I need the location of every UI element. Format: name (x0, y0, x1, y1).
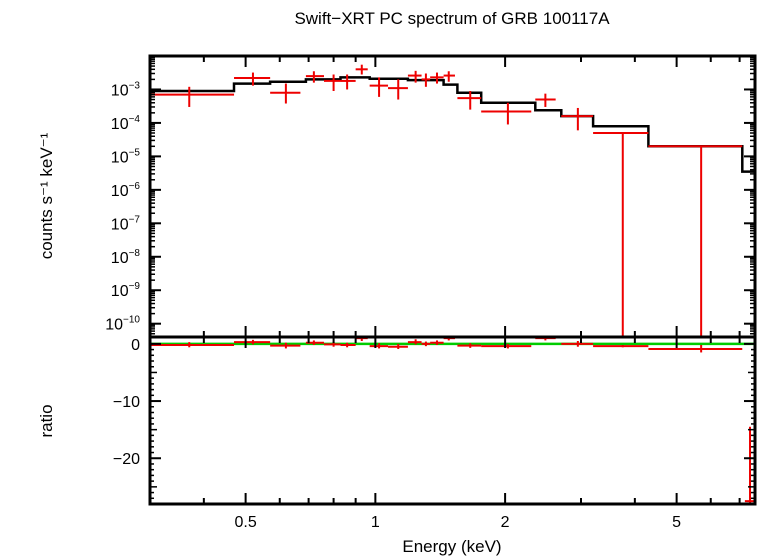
ratio-point-12 (430, 340, 444, 346)
spectrum-y-tick-labels: 10−3 10−4 10−5 10−6 10−7 10−8 10−9 10−10 (105, 80, 140, 333)
model-step-line (150, 76, 755, 173)
spectrum-y-tick-label: 10−3 (111, 80, 141, 99)
spectrum-point-19 (648, 145, 743, 337)
spectrum-point-1 (150, 86, 235, 107)
spectrum-y-tick-label: 10−9 (111, 281, 141, 300)
ratio-y-tick-label: 0 (131, 337, 140, 354)
ratio-point-1 (150, 342, 235, 348)
ratio-y-tick-label: −10 (113, 394, 140, 411)
ratio-y-axis-label: ratio (37, 404, 56, 437)
spectrum-point-9 (388, 79, 408, 100)
ratio-point-2 (234, 339, 271, 345)
ratio-y-tick-labels: 0 −10 −20 (113, 337, 140, 468)
x-tick-label: 1 (371, 514, 380, 531)
ratio-point-18 (593, 345, 649, 348)
ratio-point-15 (481, 343, 532, 349)
ratio-data-series (150, 337, 755, 504)
x-tick-label: 2 (501, 514, 510, 531)
spectrum-point-17 (561, 107, 594, 131)
spectrum-panel (148, 54, 757, 339)
ratio-axis-ticks (149, 337, 755, 505)
spectrum-point-8 (369, 77, 389, 97)
x-tick-label: 5 (672, 514, 681, 531)
spectrum-y-tick-label: 10−6 (111, 181, 141, 200)
spectrum-point-14 (457, 90, 482, 110)
ratio-point-14 (457, 343, 482, 348)
spectrum-y-axis-label: counts s⁻¹ keV⁻¹ (37, 132, 56, 259)
spectrum-point-11 (421, 73, 431, 87)
spectrum-point-16 (535, 93, 556, 107)
spectrum-point-4 (305, 71, 324, 83)
model-curve (150, 76, 755, 173)
ratio-plot-frame (148, 335, 757, 506)
ratio-point-6 (340, 342, 356, 348)
spectrum-y-tick-label: 10−4 (111, 114, 141, 133)
spectrum-point-15 (481, 102, 532, 125)
spectrum-plot-frame (148, 54, 757, 339)
x-tick-labels: 0.5 1 2 5 (234, 514, 681, 531)
x-axis-label: Energy (keV) (402, 537, 501, 556)
spectrum-point-3 (270, 83, 301, 104)
ratio-panel (148, 335, 757, 506)
spectrum-y-tick-label: 10−5 (111, 147, 141, 166)
spectrum-point-5 (323, 74, 341, 91)
ratio-point-10 (407, 339, 422, 345)
spectrum-axis-ticks (149, 56, 755, 338)
spectrum-point-13 (443, 71, 455, 82)
spectrum-point-18 (593, 131, 649, 337)
spectrum-point-10 (407, 70, 422, 83)
x-tick-label: 0.5 (234, 514, 256, 531)
spectrum-point-7 (355, 64, 368, 75)
chart-title: Swift−XRT PC spectrum of GRB 100117A (294, 9, 610, 28)
ratio-point-19 (648, 345, 743, 353)
spectrum-y-tick-label: 10−8 (111, 248, 141, 267)
spectrum-y-tick-label: 10−7 (111, 214, 141, 233)
ratio-point-20 (744, 426, 755, 504)
spectrum-data-series (150, 64, 743, 337)
spectrum-point-6 (340, 74, 356, 90)
ratio-point-3 (270, 342, 301, 349)
ratio-point-8 (369, 343, 389, 349)
spectrum-y-tick-label: 10−10 (105, 315, 140, 334)
ratio-point-17 (561, 341, 594, 347)
ratio-point-9 (388, 343, 408, 350)
spectrum-point-2 (234, 72, 271, 86)
spectrum-point-12 (430, 72, 444, 84)
ratio-point-11 (421, 341, 431, 347)
ratio-y-tick-label: −20 (113, 451, 140, 468)
